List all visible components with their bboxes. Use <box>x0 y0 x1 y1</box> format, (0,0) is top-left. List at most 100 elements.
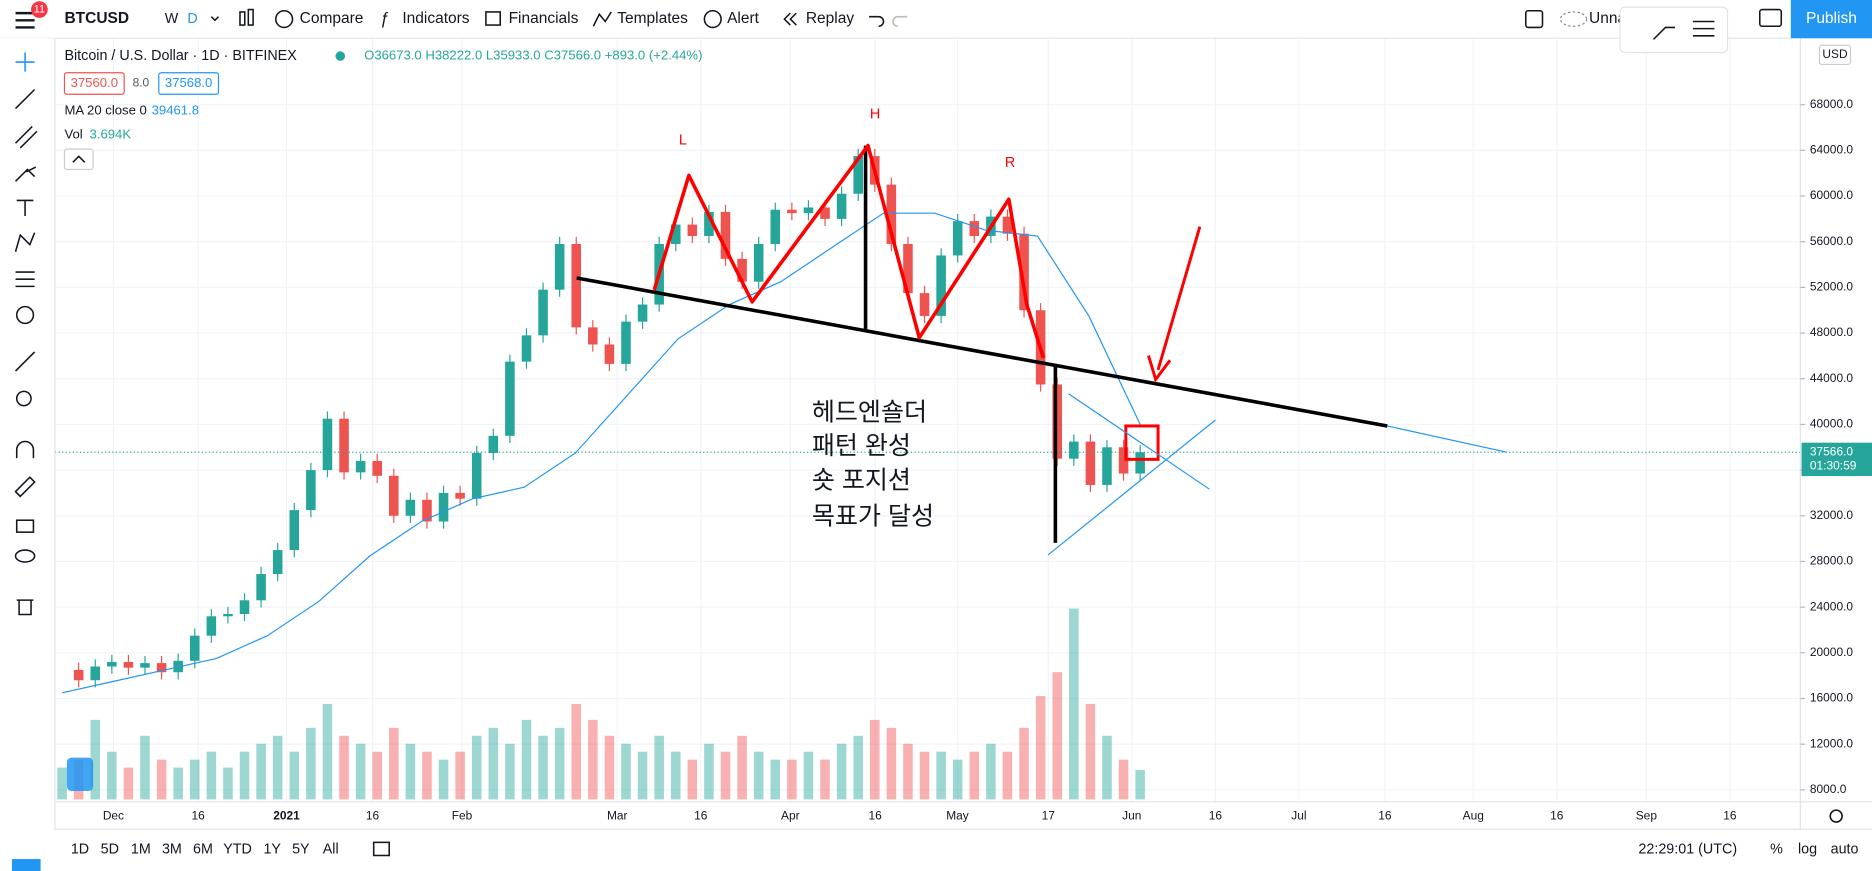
volume-bar <box>156 759 167 800</box>
volume-bar <box>704 743 714 800</box>
list-icon[interactable] <box>1692 20 1715 37</box>
menu-icon[interactable] <box>15 11 35 29</box>
publish-button[interactable] <box>1790 0 1872 39</box>
replay-icon[interactable] <box>789 12 797 26</box>
emoji-tool[interactable] <box>15 305 35 325</box>
range-button[interactable]: 6M <box>193 841 213 857</box>
volume-bar <box>836 743 847 800</box>
undo-icon[interactable] <box>869 15 885 28</box>
neckline <box>576 276 1388 428</box>
brush-tool[interactable] <box>14 166 37 182</box>
volume-bar <box>1019 727 1029 800</box>
pattern-outline <box>652 143 1046 359</box>
volume-bar <box>1085 703 1096 800</box>
volume-bar <box>289 751 300 800</box>
range-button[interactable]: 5D <box>101 841 119 857</box>
range-button[interactable]: 1Y <box>263 841 281 857</box>
candle-body <box>339 418 349 473</box>
y-tick-label: 28000.0 <box>1810 554 1853 568</box>
candle-body <box>1118 447 1129 474</box>
symbol[interactable]: BTCUSD <box>64 10 129 27</box>
badge-count: 11 <box>34 3 45 15</box>
volume-bar <box>803 751 814 800</box>
x-tick-label: 16 <box>868 808 882 822</box>
volume-bar <box>936 751 946 800</box>
crosshair-tool[interactable] <box>15 52 35 72</box>
settings-icon[interactable] <box>1829 809 1843 823</box>
volume-bar <box>422 751 432 800</box>
chart-type-icon[interactable] <box>239 8 254 26</box>
top-toolbar <box>0 0 1872 39</box>
templates-icon[interactable] <box>592 11 612 27</box>
volume-bar <box>554 727 565 800</box>
volume-bar <box>853 735 863 800</box>
indicators[interactable]: Indicators <box>402 10 469 27</box>
text-tool[interactable] <box>16 199 34 216</box>
corner-button[interactable] <box>11 859 41 871</box>
range-button[interactable]: 5Y <box>292 841 310 857</box>
redo-icon[interactable] <box>892 15 908 28</box>
ruler-tool[interactable] <box>14 351 36 372</box>
indicators-icon[interactable]: ƒ <box>380 8 389 27</box>
spread: 8.0 <box>133 76 150 90</box>
x-tick-label: Dec <box>103 808 124 822</box>
templates[interactable]: Templates <box>617 10 688 27</box>
x-tick-label: Feb <box>452 808 473 822</box>
interval[interactable]: W <box>165 11 179 27</box>
prediction-tool[interactable] <box>15 271 35 288</box>
replay[interactable]: Replay <box>806 10 855 27</box>
range-button[interactable]: 1D <box>71 841 89 857</box>
alert[interactable]: Alert <box>727 10 760 27</box>
range-button[interactable]: 1M <box>131 841 151 857</box>
compare[interactable]: Compare <box>300 10 364 27</box>
date-range-icon[interactable] <box>372 841 390 857</box>
compare-icon[interactable] <box>275 9 294 29</box>
price-axis <box>1800 38 1872 802</box>
alert-icon[interactable] <box>703 9 722 29</box>
candle-body <box>836 193 847 219</box>
collapse-button[interactable] <box>63 148 94 171</box>
layout-name[interactable]: Unna <box>1589 10 1626 27</box>
annotation-text: 헤드엔숄더 <box>812 399 927 427</box>
percent-toggle[interactable]: % <box>1770 841 1783 857</box>
icon-part <box>247 8 254 26</box>
trash-tool[interactable] <box>16 599 34 616</box>
fib-tool[interactable] <box>14 125 38 149</box>
draw-icon[interactable] <box>1652 26 1676 40</box>
chevron[interactable] <box>210 16 220 22</box>
x-tick-label: 2021 <box>273 808 300 822</box>
candle-body <box>189 635 200 661</box>
interval[interactable]: D <box>187 11 197 27</box>
volume-bar <box>455 751 465 800</box>
volume-bar <box>753 751 764 800</box>
financials-icon[interactable] <box>485 11 502 26</box>
replay-icon[interactable] <box>783 12 791 26</box>
x-tick-label: Jun <box>1122 808 1141 822</box>
zoom-tool[interactable] <box>15 390 32 407</box>
countdown: 01:30:59 <box>1810 459 1857 473</box>
auto-toggle[interactable]: auto <box>1831 841 1859 857</box>
layout-icon[interactable] <box>1524 9 1544 29</box>
camera-icon[interactable] <box>1758 8 1783 28</box>
volume-bar <box>521 719 532 800</box>
vol-label: Vol <box>64 126 82 141</box>
candle-body <box>1019 233 1029 311</box>
magnet-tool[interactable] <box>15 440 35 459</box>
x-tick-label: 16 <box>366 808 380 822</box>
candle-body <box>571 243 582 328</box>
logo[interactable] <box>66 757 94 792</box>
financials[interactable]: Financials <box>509 10 579 27</box>
range-button[interactable]: YTD <box>223 841 252 857</box>
range-button[interactable]: All <box>323 841 339 857</box>
hide-tool[interactable] <box>14 549 36 563</box>
pattern-tool[interactable] <box>14 232 36 252</box>
range-button[interactable]: 3M <box>162 841 182 857</box>
volume-bar <box>903 743 913 800</box>
trendline-tool[interactable] <box>14 88 36 110</box>
bid: 37560.0 <box>71 75 118 90</box>
y-tick-label: 32000.0 <box>1810 508 1853 522</box>
lock-tool[interactable] <box>15 519 35 533</box>
draw-mode-tool[interactable] <box>14 476 36 498</box>
volume-bar <box>654 735 664 800</box>
log-toggle[interactable]: log <box>1798 841 1817 857</box>
